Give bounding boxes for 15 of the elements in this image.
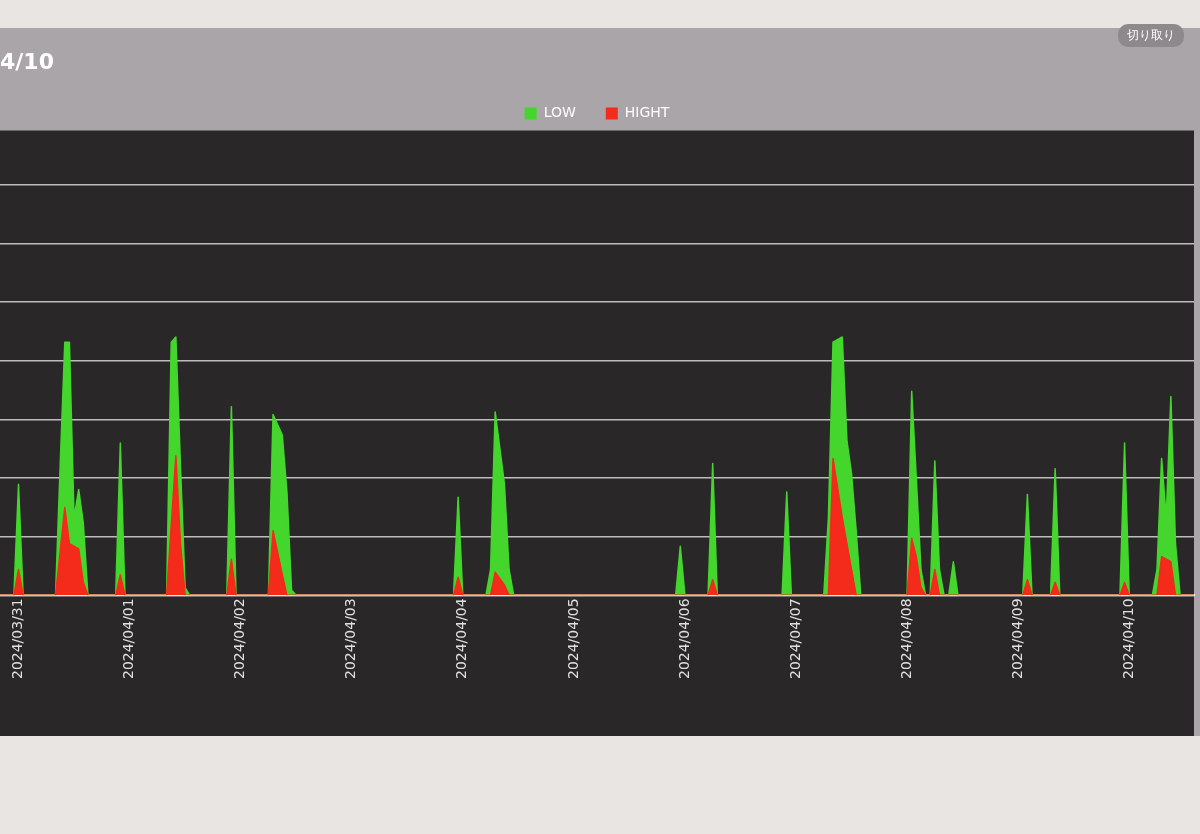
legend-label: HIGHT [624, 104, 670, 121]
x-tick-label: 2024/04/08 [897, 598, 914, 680]
legend-label: LOW [543, 104, 576, 121]
x-tick-label: 2024/04/10 [1119, 598, 1136, 680]
x-tick-label: 2024/04/09 [1008, 598, 1025, 680]
text: 切り取り [1118, 24, 1184, 47]
chart-title: 4/10 [0, 48, 54, 74]
x-tick-label: 2024/04/02 [231, 598, 248, 680]
x-tick-label: 2024/04/01 [120, 598, 137, 680]
x-tick-label: 2024/04/06 [675, 598, 692, 680]
x-tick-label: 2024/04/03 [342, 598, 359, 680]
x-tick-label: 2024/04/05 [564, 598, 581, 680]
x-tick-label: 2024/04/04 [453, 598, 470, 680]
x-tick-label: 2024/04/07 [786, 598, 803, 680]
x-tick-label: 2024/03/31 [9, 598, 26, 680]
